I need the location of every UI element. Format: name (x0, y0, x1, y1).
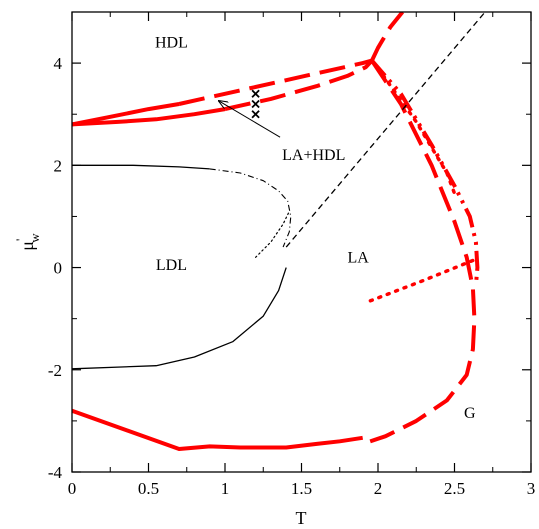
x-tick-label: 1.5 (291, 479, 312, 498)
series-line-11-black-solid (72, 164, 210, 170)
series-line-9-red-dotted (368, 258, 477, 303)
series-line-8-red-dotted (376, 66, 457, 196)
series-line-12-black-dashdot (209, 168, 292, 248)
series-line-5-red-dashed (370, 12, 405, 62)
series-line-13-black-dotted (255, 210, 290, 258)
x-tick-label: 1 (221, 479, 230, 498)
series-line-6-red-dashed (362, 59, 477, 446)
x-tick-label: 2 (374, 479, 383, 498)
marker-layer (251, 89, 260, 119)
y-tick-label: -2 (48, 361, 62, 380)
region-label-la-hdl: LA+HDL (282, 147, 345, 164)
y-axis-title-sub: w (27, 233, 42, 243)
y-tick-label: 2 (54, 156, 63, 175)
series-layer (72, 12, 486, 451)
annotation-arrow (219, 101, 281, 138)
cross-marker-3 (251, 110, 260, 119)
y-axis-title-main: μ (17, 241, 37, 251)
y-axis-title-sup: ' (13, 239, 28, 241)
x-axis-title: T (296, 508, 307, 528)
cross-marker-2 (251, 99, 260, 109)
x-tick-label: 0.5 (138, 479, 159, 498)
region-label-hdl: HDL (155, 35, 188, 52)
series-line-14-black-solid (72, 267, 287, 370)
x-tick-label: 3 (527, 479, 536, 498)
svg-text:μ'w: μ'w (13, 233, 42, 251)
y-axis-title: μ'w (13, 233, 42, 251)
series-line-10-red-solid (72, 408, 364, 451)
y-tick-label: 4 (54, 54, 63, 73)
label-layer: HDL LDL LA G LA+HDL (155, 35, 476, 423)
series-line-2-red-solid (72, 102, 180, 127)
region-label-ldl: LDL (156, 257, 187, 274)
annotation-layer (219, 101, 281, 138)
y-tick-label: -4 (48, 463, 63, 482)
series-line-15-black-dashed (285, 12, 486, 248)
series-line-1-red-solid (72, 107, 226, 127)
series-line-3-red-dashed (178, 58, 373, 106)
series-line-7-red-dashdot (370, 59, 480, 286)
region-label-g: G (464, 405, 476, 422)
y-tick-label: 0 (54, 259, 63, 278)
region-label-la: LA (347, 249, 369, 266)
x-tick-label: 2.5 (444, 479, 465, 498)
series-line-4-red-dashed (224, 59, 374, 112)
x-tick-label: 0 (68, 479, 77, 498)
tick-layer: 0 0.5 1 1.5 2 2.5 3 -4 -2 0 2 4 (48, 11, 536, 498)
cross-marker-1 (251, 89, 260, 98)
